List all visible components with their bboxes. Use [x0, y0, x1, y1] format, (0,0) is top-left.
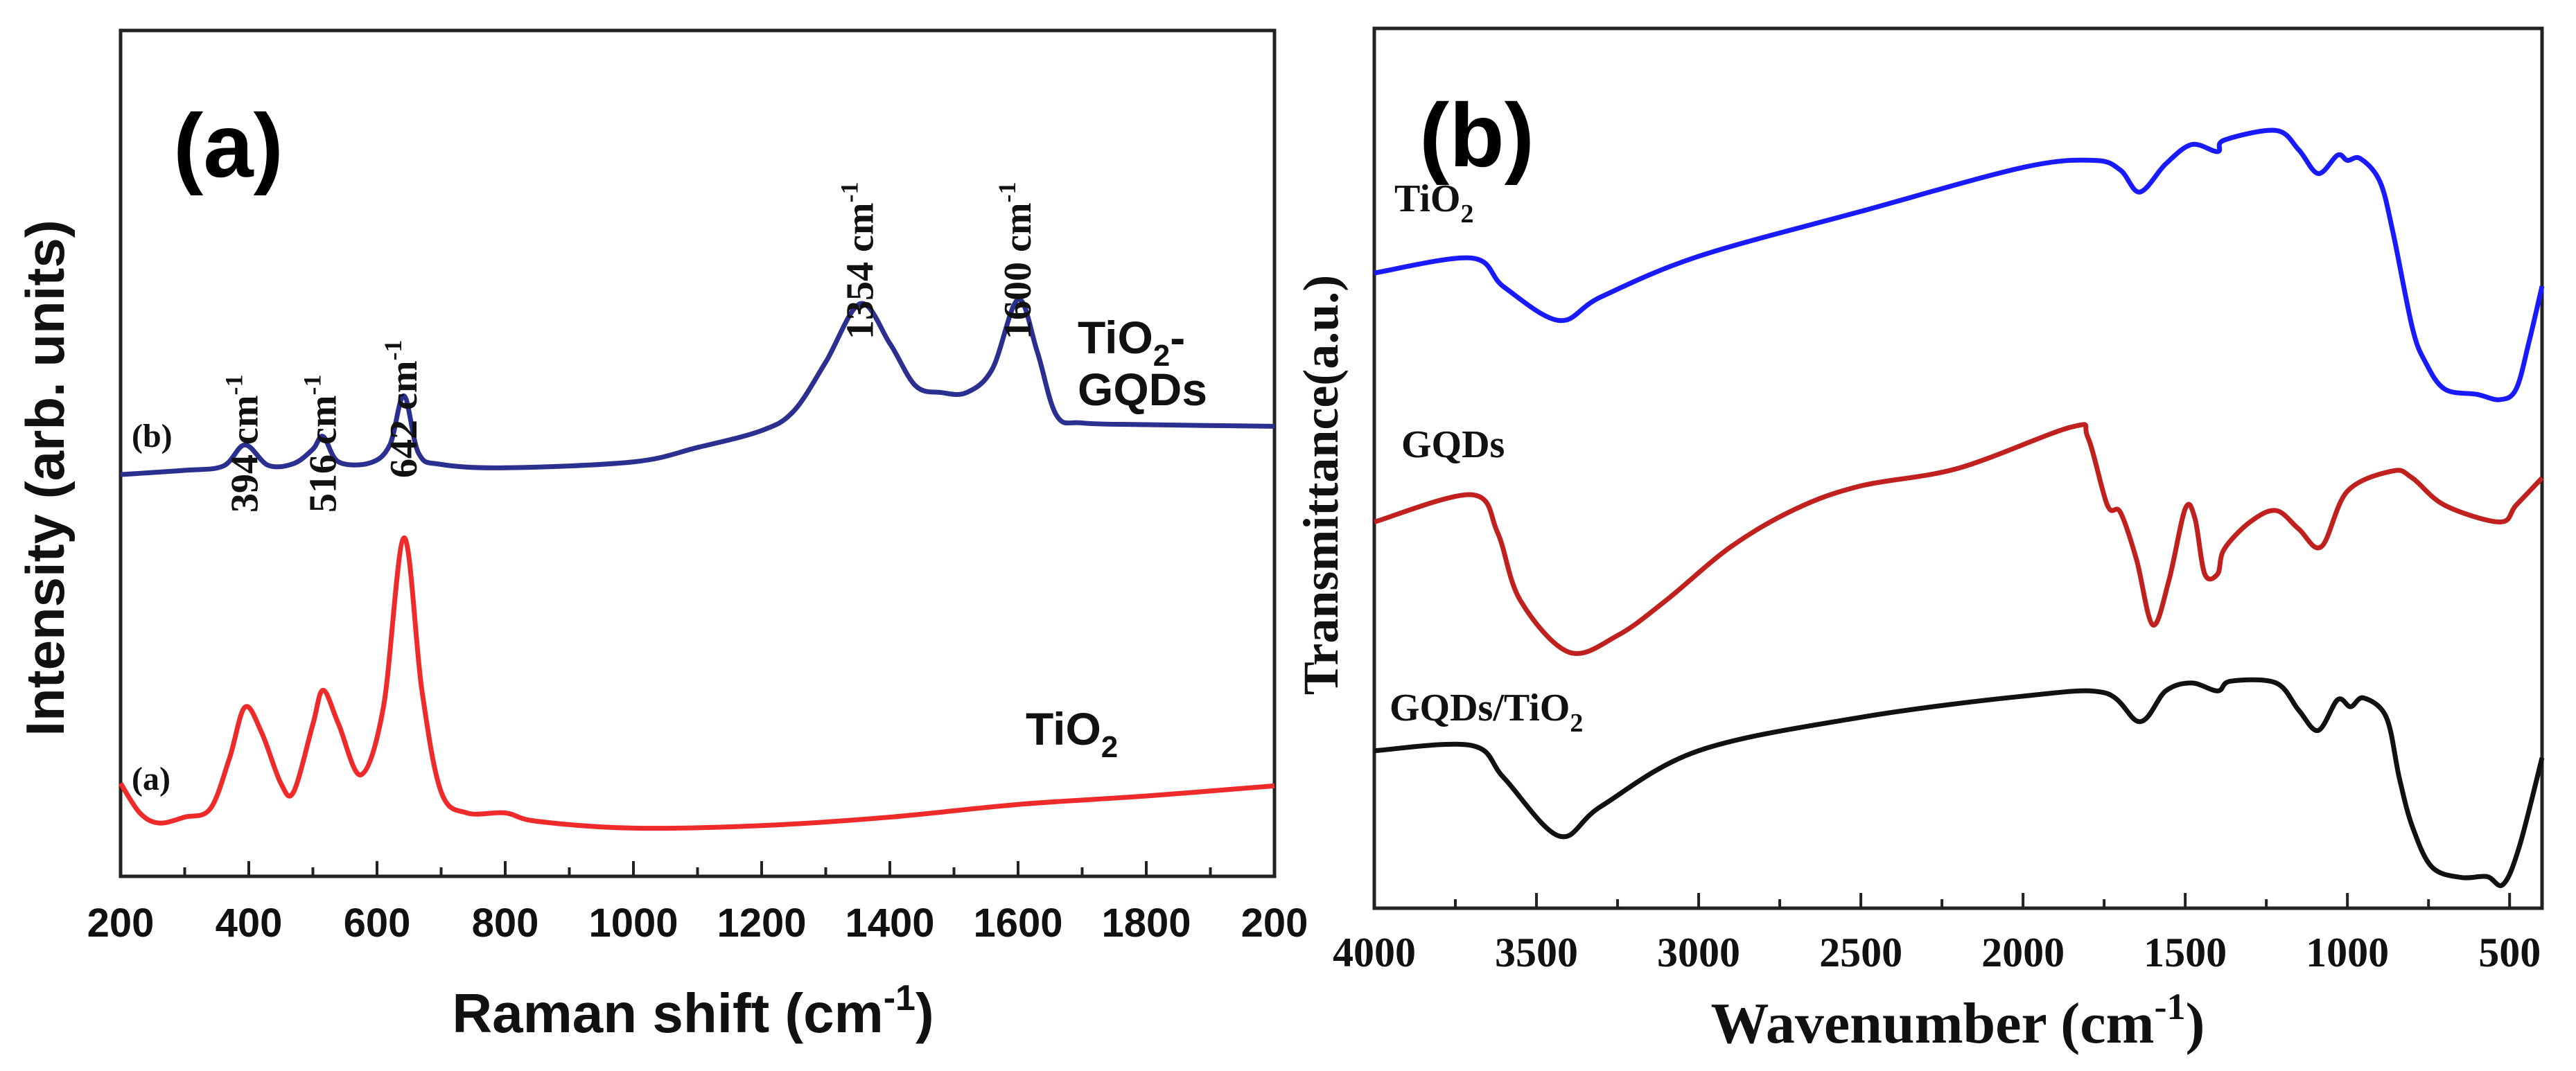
label-gqds: GQDs [1401, 423, 1505, 466]
series-tag-b: (b) [132, 418, 173, 454]
label-main: TiO [1394, 177, 1460, 220]
peak-annotation: 642 cm-1 [379, 339, 426, 478]
label-main: GQDs/TiO [1390, 687, 1570, 729]
x-tick-label: 200 [87, 901, 155, 946]
peak-sup: -1 [835, 182, 863, 202]
peak-annotation: 1354 cm-1 [835, 182, 882, 339]
peak-sup: -1 [298, 374, 326, 395]
series-line-gqds [1374, 422, 2544, 656]
panel-b-frame [1372, 26, 2544, 910]
peak-annotation: 394 cm-1 [220, 374, 266, 513]
x-tick-label: 1800 [1101, 901, 1191, 946]
x-tick-label: 4000 [1333, 930, 1416, 975]
label-sub: 2 [1153, 339, 1170, 373]
label-main: TiO [1078, 312, 1153, 363]
x-tick-label: 2000 [1981, 930, 2065, 975]
x-tick-label: 1600 [973, 901, 1062, 946]
label-sub: 2 [1101, 730, 1118, 764]
x-tick-label: 1200 [717, 901, 806, 946]
peak-sup: -1 [993, 182, 1021, 202]
x-tick-label: 1000 [2306, 930, 2389, 975]
panel-a-xlabel: Raman shift (cm-1) [452, 978, 934, 1044]
xlabel-end: ) [2186, 991, 2205, 1056]
series-line-tio2 [119, 536, 1275, 831]
peak-text: 516 cm [301, 395, 344, 513]
panel-b-label: (b) [1419, 85, 1534, 186]
series-line-tio2-gqds [120, 296, 1275, 477]
panel-b-ylabel: Transmittance(a.u.) [1293, 275, 1349, 696]
label-sub: 2 [1460, 200, 1473, 229]
label-end: - [1170, 312, 1185, 363]
panel-b-x-ticks: 4000 3500 3000 2500 2000 1500 1000 500 [1333, 893, 2541, 975]
peak-text: 394 cm [223, 395, 266, 513]
label-gqds-tio2: GQDs/TiO2 [1390, 687, 1583, 738]
peak-text: 642 cm [383, 360, 426, 478]
x-tick-label: 1500 [2144, 930, 2227, 975]
panel-a-ylabel: Intensity (arb. units) [15, 220, 76, 736]
xlabel-sup: -1 [2155, 986, 2186, 1027]
series-line-tio2 [1374, 127, 2545, 402]
x-tick-label: 500 [2478, 930, 2541, 975]
x-tick-label: 400 [216, 901, 283, 946]
peak-sup: -1 [220, 374, 247, 395]
x-tick-label: 2500 [1819, 930, 1902, 975]
series-tag-a: (a) [132, 761, 170, 797]
peak-text: 1600 cm [997, 202, 1040, 339]
x-tick-label: 1400 [845, 901, 934, 946]
label-tio2: TiO2 [1394, 177, 1473, 229]
x-tick-label: 600 [344, 901, 411, 946]
panel-a-label: (a) [173, 95, 283, 196]
x-tick-label: 800 [472, 901, 539, 946]
x-tick-label: 200 [1241, 901, 1308, 946]
panel-b-ftir: 4000 3500 3000 2500 2000 1500 1000 500 (b) Tran… [1293, 26, 2545, 1056]
panel-a-x-ticks: 200 400 600 800 1000 1200 1400 1600 1800 200 [87, 861, 1308, 946]
xlabel-end: ) [915, 982, 934, 1044]
panel-b-series [1374, 127, 2545, 888]
xlabel-text: Raman shift (cm [452, 982, 883, 1044]
x-tick-label: 1000 [588, 901, 678, 946]
label-tio2: TiO2 [1026, 703, 1118, 764]
peak-text: 1354 cm [839, 202, 882, 339]
panel-a-raman: 200 400 600 800 1000 1200 1400 1600 1800 200 (a) … [15, 28, 1308, 1044]
label-tio2-gqds: TiO2- [1078, 312, 1185, 373]
panel-a-series [119, 296, 1275, 831]
xlabel-sup: -1 [884, 978, 915, 1018]
series-line-gqds-tio2 [1374, 677, 2545, 888]
xlabel-text: Wavenumber (cm [1710, 991, 2154, 1056]
x-tick-label: 3000 [1657, 930, 1740, 975]
label-main: TiO [1026, 703, 1101, 754]
peak-annotation: 1600 cm-1 [993, 182, 1040, 339]
x-tick-label: 3500 [1495, 930, 1578, 975]
peak-sup: -1 [379, 339, 407, 360]
label-sub: 2 [1570, 709, 1583, 738]
peak-annotation: 516 cm-1 [298, 374, 344, 513]
panel-b-xlabel: Wavenumber (cm-1) [1710, 986, 2205, 1056]
label-gqds-line2: GQDs [1078, 364, 1207, 415]
